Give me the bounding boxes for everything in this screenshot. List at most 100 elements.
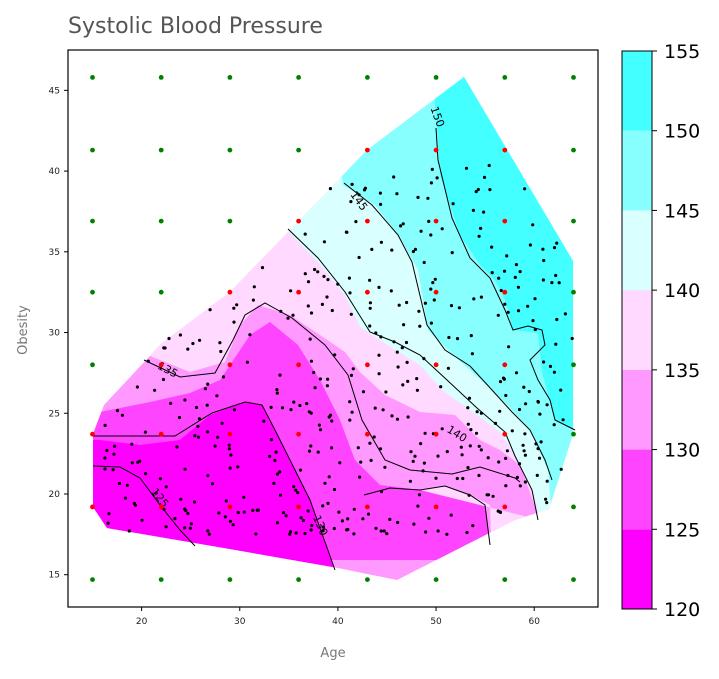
scatter-point bbox=[309, 359, 313, 363]
scatter-point bbox=[208, 308, 212, 312]
scatter-point bbox=[432, 298, 436, 302]
contour-line-125 bbox=[92, 465, 196, 547]
scatter-point bbox=[555, 241, 559, 245]
scatter-point bbox=[350, 182, 354, 186]
scatter-point bbox=[206, 382, 210, 386]
grid-point-inside bbox=[90, 431, 95, 437]
scatter-point bbox=[130, 442, 134, 446]
scatter-point bbox=[513, 275, 517, 279]
scatter-point bbox=[330, 419, 334, 423]
grid-point-inside bbox=[227, 289, 233, 295]
scatter-point bbox=[488, 188, 492, 192]
scatter-point bbox=[299, 516, 303, 520]
scatter-point bbox=[169, 401, 173, 405]
scatter-point bbox=[468, 444, 472, 448]
y-tick-label: 40 bbox=[49, 167, 61, 177]
scatter-point bbox=[374, 331, 378, 335]
scatter-point bbox=[536, 400, 541, 404]
grid-point-outside bbox=[571, 218, 576, 224]
scatter-point bbox=[431, 281, 435, 285]
scatter-point bbox=[362, 188, 367, 192]
grid-point-outside bbox=[571, 147, 576, 153]
scatter-point bbox=[379, 335, 383, 339]
scatter-point bbox=[379, 240, 383, 244]
scatter-point bbox=[514, 263, 519, 267]
grid-point-inside bbox=[296, 289, 301, 295]
scatter-point bbox=[196, 435, 201, 439]
scatter-point bbox=[351, 367, 355, 371]
chart-title: Systolic Blood Pressure bbox=[68, 14, 323, 39]
grid-point-outside bbox=[571, 431, 576, 437]
scatter-point bbox=[326, 501, 330, 505]
scatter-point bbox=[429, 181, 433, 185]
x-tick-label: 40 bbox=[332, 617, 344, 627]
y-tick-label: 15 bbox=[49, 571, 60, 581]
scatter-point bbox=[158, 477, 162, 481]
scatter-point bbox=[198, 338, 202, 342]
scatter-point bbox=[408, 479, 412, 483]
colorbar-tick-label: 145 bbox=[664, 200, 700, 222]
scatter-point bbox=[378, 191, 382, 195]
scatter-point bbox=[545, 403, 549, 407]
scatter-point bbox=[306, 509, 310, 513]
colorbar: 120 125 130 135 140 145 150 155 bbox=[621, 41, 700, 621]
scatter-point bbox=[439, 385, 443, 389]
scatter-point bbox=[401, 383, 405, 387]
colorbar-tick-label: 150 bbox=[664, 121, 700, 143]
scatter-point bbox=[325, 384, 329, 388]
scatter-point bbox=[389, 289, 393, 293]
scatter-point bbox=[535, 473, 539, 477]
scatter-point bbox=[313, 267, 317, 272]
scatter-point bbox=[321, 529, 325, 533]
scatter-point bbox=[255, 508, 259, 512]
contour-line-130b bbox=[363, 485, 491, 546]
scatter-point bbox=[526, 304, 530, 308]
scatter-point bbox=[533, 297, 537, 301]
scatter-point bbox=[368, 441, 372, 445]
grid-point-outside bbox=[296, 577, 301, 582]
scatter-point bbox=[409, 450, 413, 454]
scatter-point bbox=[450, 251, 454, 255]
scatter-point bbox=[471, 208, 475, 212]
contour-line-130 bbox=[93, 401, 336, 571]
scatter-point bbox=[112, 452, 116, 456]
y-tick-label: 45 bbox=[49, 86, 60, 96]
scatter-point bbox=[279, 309, 283, 313]
scatter-point bbox=[379, 529, 383, 533]
scatter-point bbox=[186, 511, 190, 516]
scatter-point bbox=[477, 473, 481, 478]
scatter-point bbox=[193, 500, 197, 504]
scatter-point bbox=[322, 274, 326, 278]
scatter-point bbox=[321, 504, 325, 508]
scatter-point bbox=[497, 460, 501, 464]
scatter-point bbox=[477, 234, 481, 238]
scatter-point bbox=[504, 456, 508, 460]
scatter-point bbox=[349, 200, 353, 204]
scatter-point bbox=[227, 443, 231, 447]
scatter-point bbox=[472, 297, 476, 301]
scatter-point bbox=[404, 340, 409, 345]
scatter-point bbox=[313, 386, 317, 390]
scatter-point bbox=[347, 276, 351, 280]
scatter-point bbox=[123, 496, 127, 500]
grid-point-outside bbox=[158, 75, 164, 80]
scatter-point bbox=[527, 389, 531, 394]
grid-point-outside bbox=[296, 75, 301, 80]
scatter-point bbox=[133, 503, 138, 507]
scatter-point bbox=[542, 360, 546, 364]
scatter-point bbox=[292, 400, 296, 404]
scatter-point bbox=[555, 317, 559, 322]
scatter-point bbox=[350, 410, 354, 414]
scatter-point bbox=[191, 341, 195, 346]
grid-point-inside bbox=[433, 218, 439, 224]
colorbar-band bbox=[622, 449, 652, 530]
scatter-point bbox=[506, 310, 510, 314]
scatter-point bbox=[280, 406, 285, 410]
scatter-point bbox=[113, 444, 117, 448]
y-axis-label: Obesity bbox=[16, 305, 31, 355]
grid-point-inside bbox=[158, 504, 164, 510]
scatter-point bbox=[107, 512, 111, 516]
scatter-point bbox=[203, 387, 207, 391]
scatter-point bbox=[130, 461, 134, 465]
